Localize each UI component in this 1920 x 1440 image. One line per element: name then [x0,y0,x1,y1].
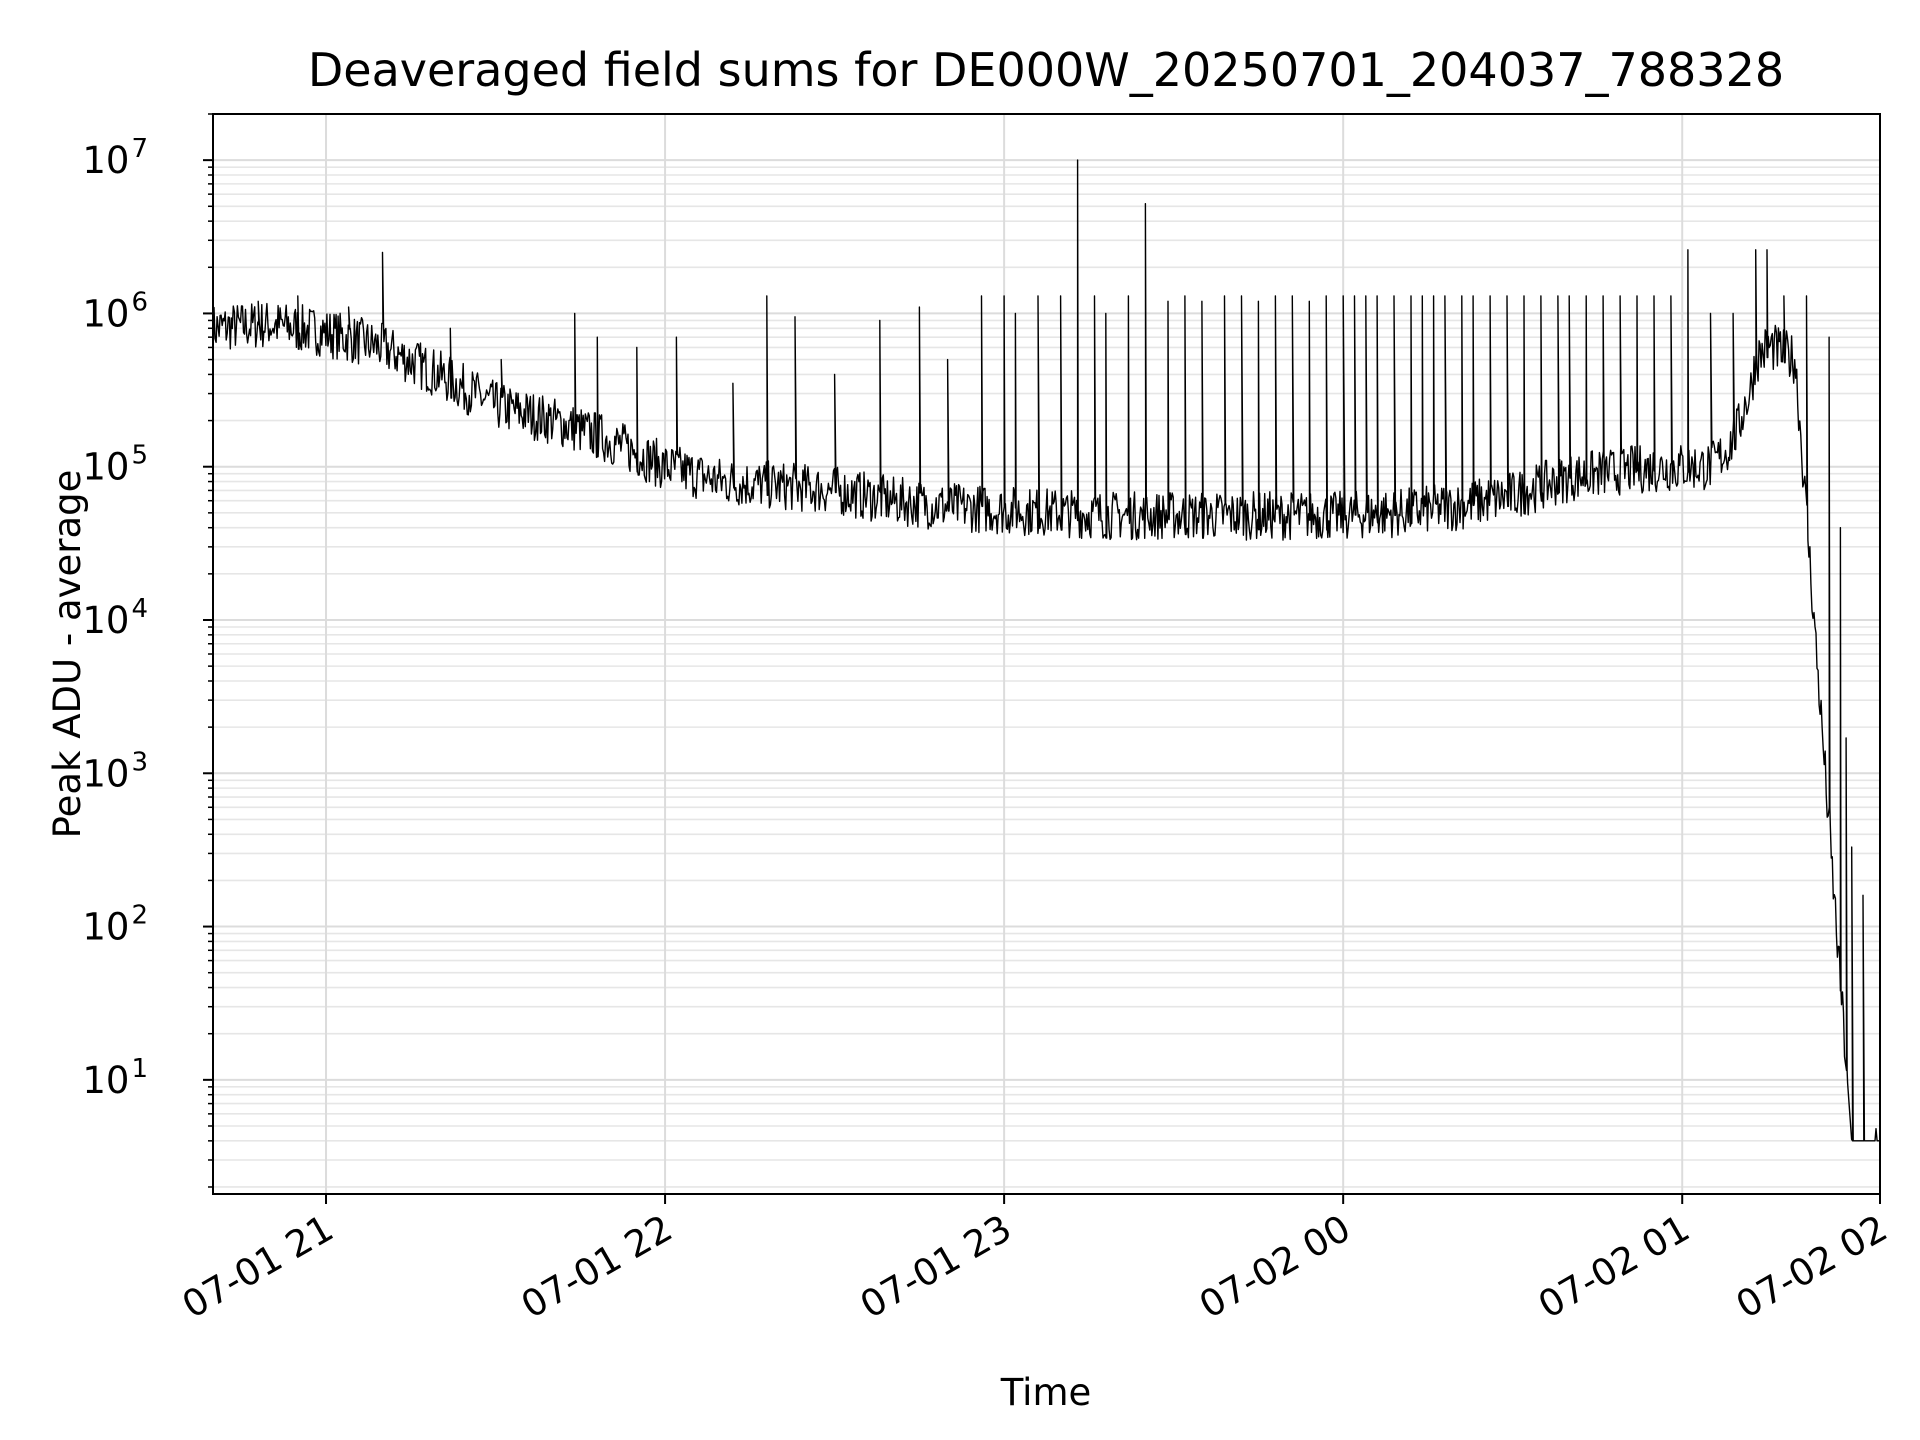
y-ticks: 101 102 103 104 105 106 107 [82,113,213,1188]
y-tick-label: 105 [82,441,148,489]
y-tick-label: 104 [82,594,148,642]
series-line [212,159,1880,1142]
y-tick-label: 106 [82,287,148,335]
y-tick-label: 103 [82,747,148,795]
y-tick-label: 101 [82,1054,148,1102]
y-axis-label: Peak ADU - average [46,470,89,839]
y-tick-label: 102 [82,901,148,949]
y-tick-label: 107 [82,134,148,182]
x-axis-label: Time [1000,1371,1092,1414]
chart-title: Deaveraged field sums for DE000W_2025070… [308,43,1784,97]
